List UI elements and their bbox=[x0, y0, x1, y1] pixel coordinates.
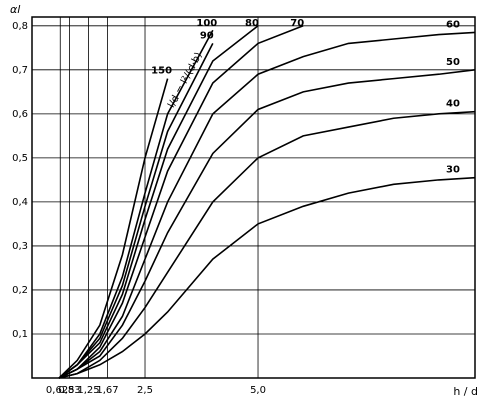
y-tick-label: 0,3 bbox=[12, 241, 28, 252]
y-tick-label: 0,8 bbox=[12, 21, 28, 32]
y-tick-label: 0,2 bbox=[12, 285, 28, 296]
curve-label: 50 bbox=[446, 57, 460, 68]
x-axis-label: h / d bbox=[453, 385, 478, 398]
x-tick-label: 1,25 bbox=[77, 385, 99, 396]
y-axis-label: αl bbox=[10, 3, 20, 16]
curve bbox=[58, 25, 304, 379]
x-tick-label: 5,0 bbox=[250, 385, 266, 396]
curve-label: 150 bbox=[151, 66, 172, 77]
curve-label: 60 bbox=[446, 19, 460, 30]
y-tick-label: 0,6 bbox=[12, 109, 28, 120]
curve bbox=[58, 29, 214, 379]
curve bbox=[58, 110, 476, 379]
plot-frame bbox=[31, 16, 476, 379]
curve bbox=[58, 31, 476, 379]
curve-label: 80 bbox=[245, 18, 259, 29]
curve-label: 40 bbox=[446, 99, 460, 110]
y-tick-label: 0,4 bbox=[12, 197, 28, 208]
curve-label: 30 bbox=[446, 165, 460, 176]
curve-label: 100 bbox=[196, 18, 217, 29]
x-tick-label: 0,625 bbox=[46, 385, 75, 396]
y-tick-label: 0,7 bbox=[12, 65, 28, 76]
x-tick-label: 0,83 bbox=[58, 385, 80, 396]
y-tick-label: 0,1 bbox=[12, 329, 28, 340]
curve bbox=[58, 78, 169, 379]
x-tick-label: 1,67 bbox=[96, 385, 118, 396]
curve-label: 90 bbox=[200, 30, 214, 41]
curve bbox=[58, 69, 476, 379]
x-tick-label: 2,5 bbox=[137, 385, 153, 396]
curve bbox=[58, 43, 214, 379]
y-tick-label: 0,5 bbox=[12, 153, 28, 164]
curve bbox=[58, 176, 476, 379]
curve-label: 70 bbox=[290, 18, 304, 29]
